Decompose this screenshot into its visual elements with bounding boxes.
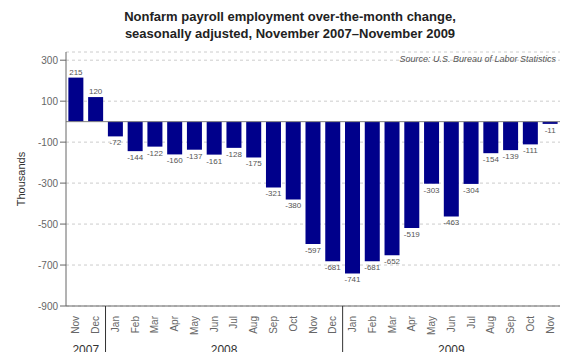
svg-text:Feb: Feb [367, 316, 378, 334]
svg-text:Dec: Dec [327, 316, 338, 334]
svg-text:100: 100 [41, 96, 58, 107]
svg-text:-500: -500 [38, 219, 58, 230]
svg-text:Nov: Nov [308, 316, 319, 334]
svg-text:-137: -137 [186, 152, 203, 161]
svg-text:Sep: Sep [268, 316, 279, 334]
svg-text:Apr: Apr [169, 315, 180, 331]
svg-text:Aug: Aug [248, 316, 259, 334]
svg-text:-100: -100 [38, 137, 58, 148]
svg-text:-72: -72 [110, 138, 122, 147]
svg-text:Thousands: Thousands [15, 151, 27, 206]
svg-text:-380: -380 [285, 201, 302, 210]
svg-text:-700: -700 [38, 260, 58, 271]
svg-text:Aug: Aug [485, 316, 496, 334]
svg-text:-128: -128 [226, 150, 243, 159]
html-text:Nonfarm payroll employment ove: Nonfarm payroll employment over-the-mont… [124, 9, 456, 24]
svg-text:Feb: Feb [130, 316, 141, 334]
svg-text:2007: 2007 [72, 343, 99, 352]
svg-text:300: 300 [41, 55, 58, 66]
svg-text:-175: -175 [246, 159, 263, 168]
svg-text:Nov: Nov [545, 316, 556, 334]
svg-text:-321: -321 [265, 189, 282, 198]
svg-text:120: 120 [89, 87, 103, 96]
html-text:seasonally adjusted, November: seasonally adjusted, November 2007–Novem… [124, 26, 456, 41]
svg-text:-11: -11 [545, 126, 557, 135]
svg-text:-652: -652 [384, 257, 401, 266]
svg-text:-300: -300 [38, 178, 58, 189]
svg-text:215: 215 [69, 68, 83, 77]
svg-text:-519: -519 [404, 230, 421, 239]
svg-text:-304: -304 [463, 186, 480, 195]
svg-text:-139: -139 [503, 152, 520, 161]
svg-text:Jun: Jun [446, 316, 457, 332]
svg-text:-160: -160 [167, 156, 184, 165]
svg-text:Mar: Mar [387, 315, 398, 333]
svg-text:-122: -122 [147, 149, 164, 158]
svg-text:-681: -681 [325, 263, 342, 272]
svg-text:Jul: Jul [228, 316, 239, 329]
svg-text:May: May [189, 316, 200, 335]
svg-text:Dec: Dec [90, 316, 101, 334]
svg-text:Jan: Jan [347, 316, 358, 332]
svg-text:-463: -463 [443, 218, 460, 227]
svg-text:Jul: Jul [466, 316, 477, 329]
svg-text:-597: -597 [305, 246, 322, 255]
svg-text:-161: -161 [206, 157, 223, 166]
svg-text:-741: -741 [345, 275, 362, 284]
svg-text:Sep: Sep [505, 316, 516, 334]
svg-text:Jan: Jan [110, 316, 121, 332]
svg-text:2009: 2009 [438, 343, 465, 352]
svg-text:-144: -144 [127, 153, 144, 162]
svg-text:-681: -681 [364, 263, 381, 272]
svg-text:2008: 2008 [211, 343, 238, 352]
html-text:Source: U.S. Bureau of Labor S: Source: U.S. Bureau of Labor Statistics [399, 54, 556, 64]
svg-text:Oct: Oct [525, 316, 536, 332]
svg-text:Apr: Apr [406, 315, 417, 331]
svg-text:-303: -303 [424, 186, 441, 195]
svg-text:-900: -900 [38, 301, 58, 312]
svg-text:Jun: Jun [209, 316, 220, 332]
svg-text:Mar: Mar [149, 315, 160, 333]
svg-text:May: May [426, 316, 437, 335]
svg-text:Nov: Nov [70, 316, 81, 334]
svg-text:-154: -154 [483, 155, 500, 164]
svg-text:-111: -111 [523, 146, 538, 155]
svg-text:Oct: Oct [288, 316, 299, 332]
